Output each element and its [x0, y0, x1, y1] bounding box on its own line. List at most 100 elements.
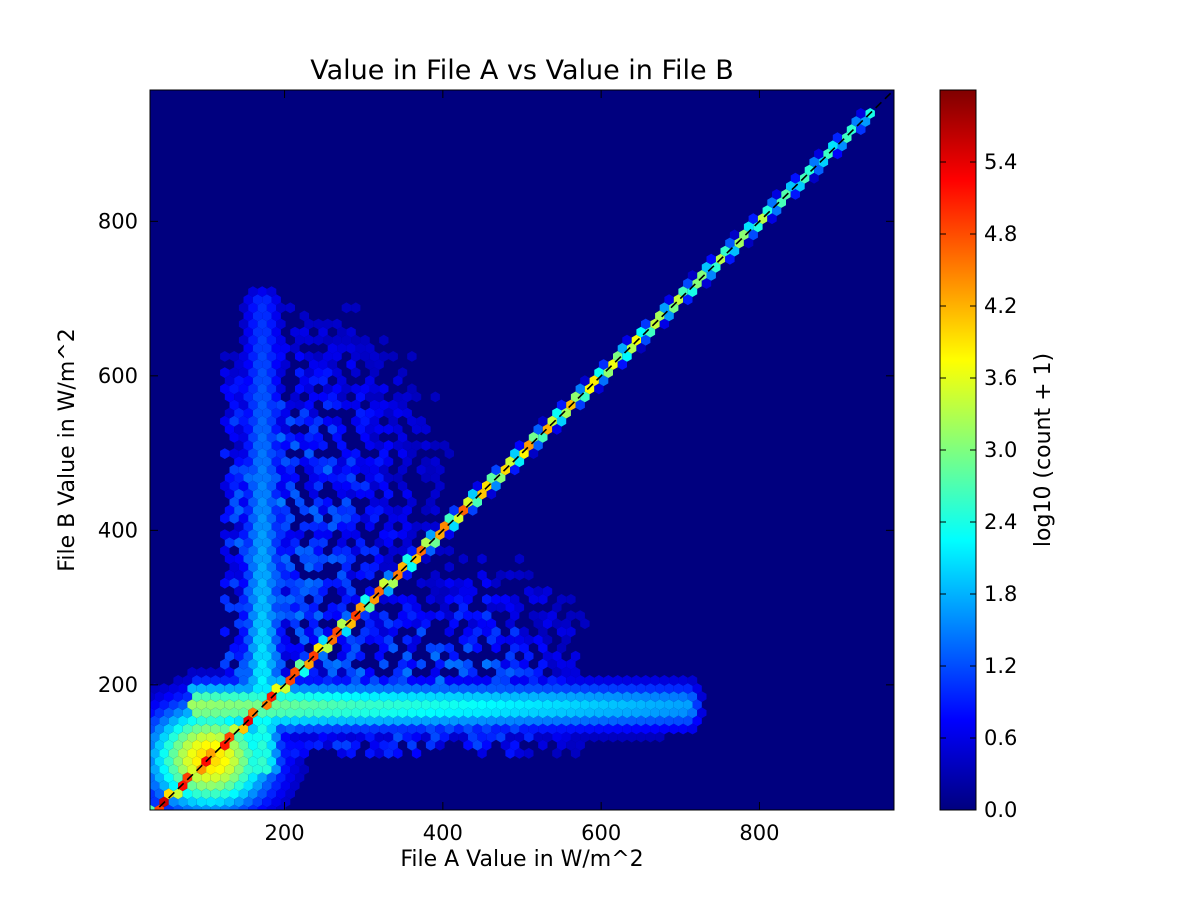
- hexbin-cell: [168, 764, 179, 775]
- hexbin-cell: [491, 723, 501, 735]
- hexbin-cell: [383, 488, 394, 500]
- hexbin-cell: [421, 699, 431, 711]
- hexbin-cell: [430, 440, 440, 451]
- hexbin-cell: [210, 739, 221, 751]
- hexbin-cell: [262, 294, 272, 306]
- hexbin-cell: [341, 642, 352, 654]
- hexbin-cell: [346, 359, 356, 370]
- hexbin-cell: [271, 618, 281, 630]
- hexbin-cell: [313, 318, 323, 330]
- hexbin-cell: [299, 634, 309, 646]
- hexbin-cell: [262, 391, 272, 403]
- hexbin-cell: [397, 432, 408, 443]
- hexbin-cell: [552, 602, 562, 613]
- hexbin-cell: [458, 553, 468, 565]
- hexbin-cell: [220, 367, 230, 378]
- hexbin-cell: [182, 788, 193, 800]
- hexbin-cell: [229, 691, 239, 702]
- hexbin-cell: [280, 423, 291, 435]
- hexbin-cell: [505, 602, 515, 613]
- hexbin-cell: [266, 496, 277, 508]
- hexbin-cell: [341, 577, 352, 589]
- hexbin-cell: [496, 666, 506, 678]
- hexbin-cell: [318, 391, 328, 403]
- hexbin-cell: [468, 731, 478, 743]
- hexbin-cell: [323, 334, 333, 346]
- hexbin-cell: [351, 723, 361, 735]
- hexbin-cell: [327, 602, 338, 613]
- colorbar-tick-label: 3.0: [984, 438, 1017, 462]
- hexbin-cell: [552, 683, 562, 694]
- hexbin-cell: [309, 666, 319, 678]
- hexbin-cell: [252, 456, 263, 468]
- hexbin-cell: [486, 634, 497, 646]
- hexbin-cell: [519, 658, 529, 670]
- hexbin-cell: [463, 739, 473, 751]
- hexbin-cell: [613, 707, 623, 719]
- hexbin-cell: [561, 715, 571, 727]
- hexbin-cell: [393, 699, 403, 711]
- hexbin-cell: [341, 691, 352, 702]
- hexbin-cell: [856, 108, 866, 119]
- hexbin-cell: [201, 707, 211, 719]
- hexbin-cell: [252, 634, 263, 646]
- hexbin-cell: [299, 666, 309, 678]
- hexbin-cell: [617, 731, 627, 743]
- hexbin-cell: [304, 707, 314, 719]
- hexbin-cell: [379, 610, 389, 621]
- hexbin-cell: [238, 691, 249, 702]
- hexbin-cell: [458, 602, 468, 613]
- hexbin-cell: [407, 723, 417, 735]
- hexbin-cell: [224, 602, 235, 613]
- hexbin-cell: [486, 683, 497, 694]
- hexbin-cell: [271, 780, 281, 792]
- hexbin-cell: [276, 788, 286, 800]
- hexbin-cell: [622, 723, 632, 735]
- hexbin-cell: [280, 553, 291, 565]
- hexbin-cell: [313, 513, 323, 524]
- hexbin-cell: [337, 650, 347, 662]
- hexbin-cell: [355, 650, 366, 662]
- hexbin-cell: [257, 448, 267, 459]
- hexbin-cell: [280, 585, 291, 597]
- hexbin-cell: [542, 683, 553, 694]
- hexbin-cell: [411, 553, 422, 565]
- hexbin-cell: [220, 594, 230, 605]
- hexbin-cell: [299, 553, 309, 565]
- hexbin-cell: [379, 739, 389, 751]
- hexbin-cell: [280, 634, 291, 646]
- hexbin-cell: [351, 707, 361, 719]
- hexbin-cell: [248, 772, 258, 783]
- hexbin-cell: [238, 545, 249, 557]
- hexbin-cell: [229, 415, 239, 427]
- hexbin-cell: [444, 448, 454, 459]
- y-axis-label: File B Value in W/m^2: [55, 328, 80, 571]
- hexbin-cell: [379, 723, 389, 735]
- hexbin-cell: [178, 764, 188, 775]
- hexbin-cell: [603, 691, 613, 702]
- hexbin-cell: [238, 318, 249, 330]
- hexbin-cell: [285, 577, 295, 589]
- hexbin-cell: [608, 715, 618, 727]
- hexbin-cell: [439, 585, 450, 597]
- hexbin-cell: [257, 367, 267, 378]
- hexbin-cell: [421, 731, 431, 743]
- hexbin-cell: [449, 618, 459, 630]
- hexbin-cell: [425, 529, 436, 540]
- hexbin-cell: [524, 699, 534, 711]
- hexbin-cell: [271, 699, 281, 711]
- hexbin-cell: [276, 610, 286, 621]
- hexbin-cell: [594, 723, 604, 735]
- hexbin-cell: [454, 723, 464, 735]
- hexbin-cell: [393, 683, 403, 694]
- hexbin-cell: [323, 658, 333, 670]
- hexbin-cell: [257, 707, 267, 719]
- hexbin-cell: [332, 513, 342, 524]
- hexbin-cell: [505, 747, 515, 759]
- hexbin-cell: [337, 488, 347, 500]
- hexbin-cell: [276, 399, 286, 411]
- hexbin-cell: [449, 715, 459, 727]
- hexbin-cell: [299, 747, 309, 759]
- hexbin-cell: [266, 739, 277, 751]
- hexbin-cell: [369, 399, 380, 411]
